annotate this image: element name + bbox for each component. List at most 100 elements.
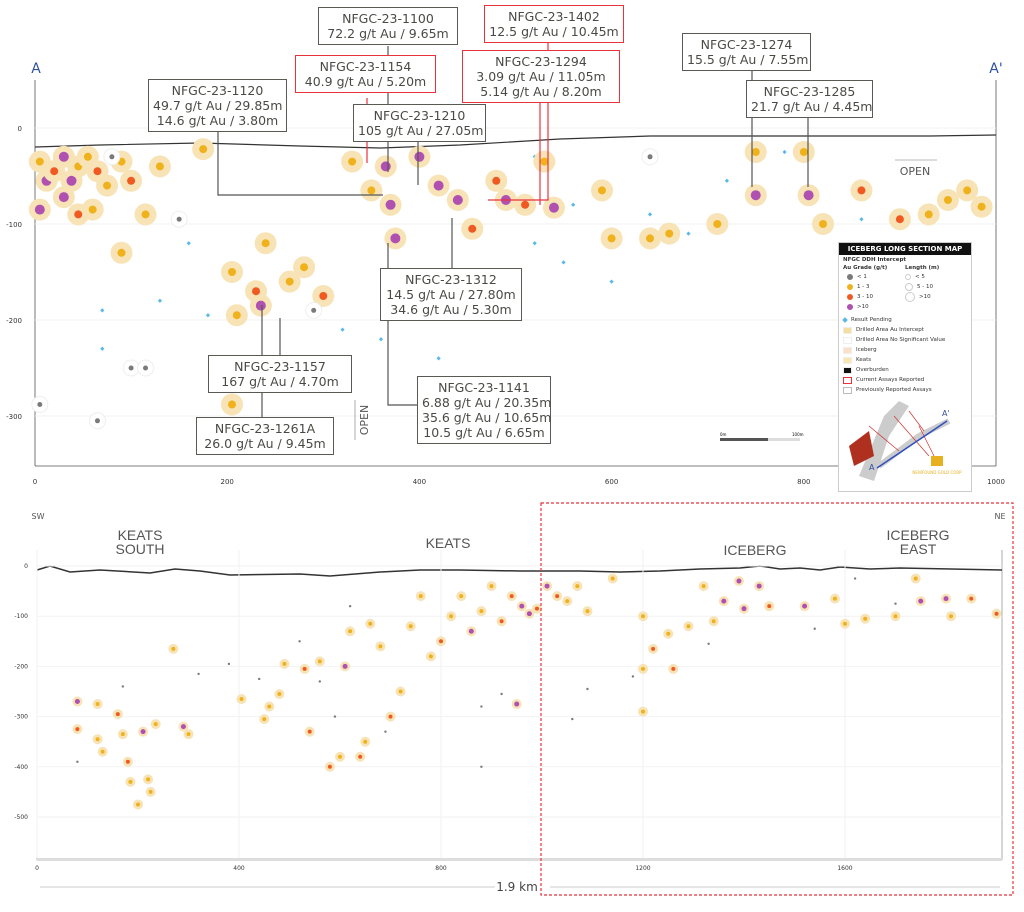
- intercept-point[interactable]: [610, 576, 615, 581]
- intercept-point[interactable]: [452, 195, 463, 205]
- intercept-point[interactable]: [180, 724, 186, 730]
- intercept-point[interactable]: [358, 754, 363, 759]
- intercept-point[interactable]: [647, 154, 653, 160]
- intercept-point[interactable]: [140, 729, 146, 735]
- intercept-point[interactable]: [261, 239, 270, 248]
- intercept-point[interactable]: [363, 739, 368, 744]
- intercept-point[interactable]: [575, 584, 580, 589]
- intercept-point[interactable]: [277, 692, 282, 697]
- intercept-point[interactable]: [519, 603, 525, 609]
- intercept-point[interactable]: [832, 596, 837, 601]
- intercept-point[interactable]: [977, 202, 986, 211]
- intercept-point[interactable]: [963, 186, 972, 195]
- intercept-point[interactable]: [799, 148, 808, 156]
- intercept-point[interactable]: [302, 666, 307, 671]
- intercept-point[interactable]: [171, 646, 176, 651]
- intercept-point[interactable]: [918, 598, 924, 604]
- intercept-point[interactable]: [555, 594, 560, 599]
- intercept-point[interactable]: [895, 215, 904, 224]
- intercept-point[interactable]: [390, 233, 401, 244]
- intercept-point[interactable]: [228, 400, 237, 409]
- intercept-point[interactable]: [499, 619, 504, 624]
- intercept-point[interactable]: [83, 152, 92, 161]
- intercept-point[interactable]: [37, 401, 43, 407]
- intercept-point[interactable]: [50, 167, 59, 176]
- intercept-point[interactable]: [300, 263, 309, 272]
- intercept-point[interactable]: [255, 300, 266, 311]
- intercept-point[interactable]: [367, 186, 376, 195]
- intercept-point[interactable]: [378, 644, 383, 649]
- intercept-point[interactable]: [893, 614, 898, 619]
- intercept-point[interactable]: [701, 584, 706, 589]
- intercept-point[interactable]: [319, 292, 328, 300]
- intercept-point[interactable]: [95, 737, 100, 742]
- intercept-point[interactable]: [128, 365, 134, 371]
- intercept-point[interactable]: [666, 631, 671, 636]
- intercept-point[interactable]: [232, 311, 241, 320]
- intercept-point[interactable]: [479, 609, 484, 614]
- intercept-point[interactable]: [186, 732, 191, 737]
- intercept-point[interactable]: [388, 714, 393, 719]
- intercept-point[interactable]: [75, 727, 80, 732]
- intercept-point[interactable]: [88, 205, 97, 214]
- intercept-point[interactable]: [342, 663, 348, 669]
- intercept-point[interactable]: [969, 596, 974, 601]
- intercept-point[interactable]: [949, 614, 954, 619]
- intercept-point[interactable]: [136, 802, 140, 807]
- intercept-point[interactable]: [34, 204, 45, 215]
- intercept-point[interactable]: [863, 616, 868, 621]
- intercept-point[interactable]: [414, 151, 425, 162]
- intercept-point[interactable]: [565, 599, 570, 604]
- intercept-point[interactable]: [348, 629, 353, 634]
- intercept-point[interactable]: [199, 145, 208, 154]
- intercept-point[interactable]: [521, 200, 530, 209]
- intercept-point[interactable]: [127, 176, 136, 185]
- intercept-point[interactable]: [711, 619, 716, 624]
- intercept-point[interactable]: [750, 190, 761, 201]
- intercept-point[interactable]: [93, 167, 102, 176]
- intercept-point[interactable]: [767, 604, 772, 609]
- intercept-point[interactable]: [819, 220, 828, 228]
- intercept-point[interactable]: [468, 224, 477, 233]
- intercept-point[interactable]: [285, 277, 294, 286]
- intercept-point[interactable]: [713, 220, 722, 228]
- intercept-point[interactable]: [348, 157, 357, 166]
- intercept-point[interactable]: [311, 307, 317, 313]
- intercept-point[interactable]: [751, 148, 760, 156]
- intercept-point[interactable]: [380, 161, 391, 172]
- intercept-point[interactable]: [155, 162, 164, 171]
- intercept-point[interactable]: [736, 578, 742, 584]
- intercept-point[interactable]: [803, 190, 814, 201]
- intercept-point[interactable]: [327, 764, 332, 769]
- intercept-point[interactable]: [686, 624, 691, 629]
- intercept-point[interactable]: [252, 287, 261, 296]
- intercept-point[interactable]: [94, 418, 100, 424]
- intercept-point[interactable]: [117, 248, 126, 257]
- intercept-point[interactable]: [58, 192, 69, 203]
- intercept-point[interactable]: [548, 202, 559, 213]
- intercept-point[interactable]: [58, 151, 69, 162]
- intercept-point[interactable]: [100, 749, 105, 754]
- intercept-point[interactable]: [307, 729, 312, 734]
- intercept-point[interactable]: [141, 210, 150, 219]
- intercept-point[interactable]: [115, 712, 120, 717]
- intercept-point[interactable]: [176, 216, 182, 222]
- intercept-point[interactable]: [439, 639, 443, 644]
- intercept-point[interactable]: [526, 611, 532, 617]
- intercept-point[interactable]: [741, 606, 747, 612]
- intercept-point[interactable]: [262, 717, 267, 722]
- intercept-point[interactable]: [641, 614, 645, 619]
- intercept-point[interactable]: [146, 777, 151, 782]
- intercept-point[interactable]: [128, 779, 133, 784]
- intercept-point[interactable]: [509, 594, 514, 599]
- intercept-point[interactable]: [398, 689, 403, 694]
- intercept-point[interactable]: [492, 176, 501, 185]
- intercept-point[interactable]: [143, 365, 149, 371]
- intercept-point[interactable]: [148, 789, 153, 794]
- intercept-point[interactable]: [544, 583, 550, 589]
- intercept-point[interactable]: [35, 157, 44, 166]
- intercept-point[interactable]: [641, 709, 645, 714]
- intercept-point[interactable]: [428, 654, 433, 659]
- intercept-point[interactable]: [943, 596, 949, 602]
- intercept-point[interactable]: [514, 701, 520, 707]
